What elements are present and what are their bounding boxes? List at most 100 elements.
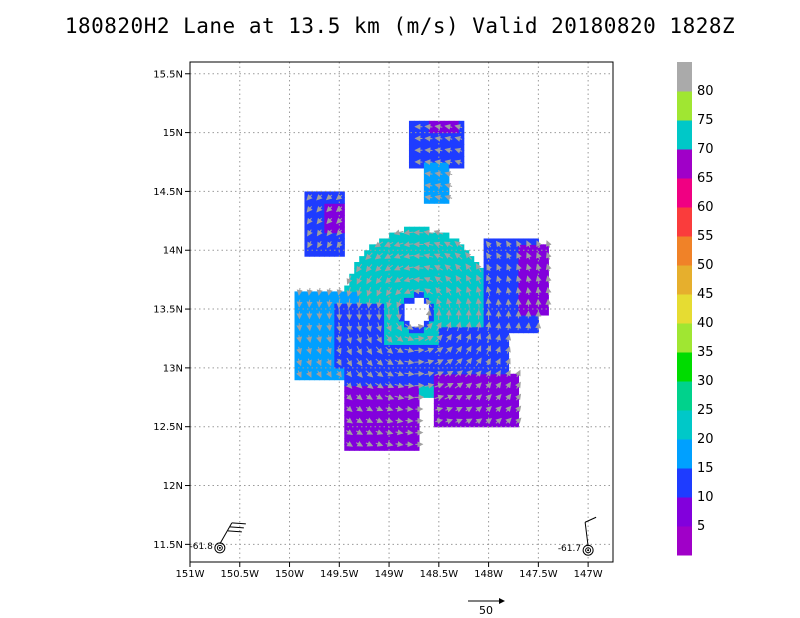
wind-vector (375, 429, 384, 435)
wind-cell (379, 267, 385, 275)
wind-vector (434, 359, 444, 365)
wind-cell (418, 373, 425, 381)
wind-vector (366, 334, 372, 344)
wind-cell (448, 291, 455, 298)
wind-cell (443, 362, 450, 369)
wind-cell (324, 332, 330, 340)
wind-vector (444, 253, 453, 260)
wind-cell (344, 397, 350, 404)
wind-cell (339, 344, 345, 351)
wind-vector (375, 393, 384, 400)
wind-vector (424, 288, 433, 295)
wind-vector (465, 382, 473, 389)
wind-cell (498, 385, 505, 393)
wind-vector (395, 335, 404, 342)
wind-cell (403, 409, 410, 416)
wind-vector (346, 334, 352, 344)
wind-cell (399, 403, 405, 410)
wind-vector (424, 123, 433, 130)
wind-cell (448, 162, 455, 169)
wind-vector (496, 275, 502, 284)
wind-cell (379, 397, 385, 404)
wind-vector (386, 298, 393, 309)
wind-cell (478, 279, 485, 287)
wind-cell (443, 350, 450, 357)
wind-cell (518, 250, 525, 257)
wind-vector (395, 310, 402, 321)
station-plot: -61.7 (558, 516, 597, 556)
wind-cell (394, 373, 400, 381)
wind-vector (403, 241, 414, 248)
wind-cell (533, 238, 539, 245)
wind-vector (394, 347, 404, 353)
wind-vector (495, 287, 502, 295)
wind-cell (349, 285, 355, 293)
wind-vector (444, 383, 454, 389)
wind-cell (438, 256, 445, 263)
wind-cell (503, 326, 510, 334)
wind-cell (488, 285, 495, 293)
wind-cell (423, 185, 430, 193)
wind-cell (523, 267, 529, 275)
wind-cell (433, 232, 440, 240)
wind-cell (413, 356, 420, 363)
wind-vector (433, 229, 444, 236)
wind-vector (355, 429, 364, 435)
wind-cell (428, 232, 435, 240)
wind-cell (309, 291, 316, 298)
wind-cell (493, 291, 500, 298)
wind-cell (418, 232, 425, 240)
wind-cell (389, 309, 395, 316)
wind-vector (356, 263, 363, 273)
wind-vector (375, 382, 384, 389)
reference-vector-label: 50 (479, 604, 493, 617)
wind-cell (384, 297, 390, 304)
wind-cell (443, 197, 450, 204)
wind-cell (413, 362, 420, 369)
wind-cell (488, 332, 495, 340)
wind-cell (418, 132, 425, 140)
wind-cell (458, 132, 465, 140)
wind-vector (326, 323, 333, 332)
wind-cell (309, 344, 316, 351)
wind-vector (455, 263, 463, 272)
wind-cell (508, 291, 515, 298)
wind-cell (513, 314, 520, 322)
wind-vector (336, 217, 343, 225)
wind-vector (434, 182, 443, 189)
wind-vector (486, 263, 492, 272)
wind-cell (399, 238, 405, 245)
wind-cell (344, 309, 350, 316)
wind-cell (508, 285, 515, 293)
wind-vector (356, 322, 363, 333)
wind-cell (423, 256, 430, 263)
wind-cell (483, 326, 490, 334)
wind-vector (424, 135, 433, 142)
wind-cell (364, 444, 370, 451)
wind-vector (356, 405, 363, 412)
wind-cell (413, 150, 420, 157)
wind-cell (503, 244, 510, 251)
wind-cell (438, 338, 445, 345)
wind-cell (458, 256, 465, 263)
wind-cell (379, 391, 385, 398)
wind-cell (408, 156, 415, 163)
wind-cell (458, 162, 465, 169)
wind-cell (458, 250, 465, 257)
wind-cell (418, 244, 425, 251)
wind-cell (448, 303, 455, 310)
wind-cell (413, 338, 420, 345)
wind-vector (366, 275, 373, 285)
wind-cell (458, 144, 465, 151)
wind-cell (443, 414, 450, 422)
wind-cell (354, 397, 360, 404)
wind-cell (403, 367, 410, 375)
wind-vector (465, 394, 473, 401)
wind-vector (444, 124, 453, 130)
wind-vector (376, 298, 383, 309)
wind-cell (384, 409, 390, 416)
wind-cell (399, 267, 405, 275)
wind-cell (443, 291, 450, 298)
wind-vector (376, 322, 382, 332)
wind-cell (413, 332, 420, 340)
